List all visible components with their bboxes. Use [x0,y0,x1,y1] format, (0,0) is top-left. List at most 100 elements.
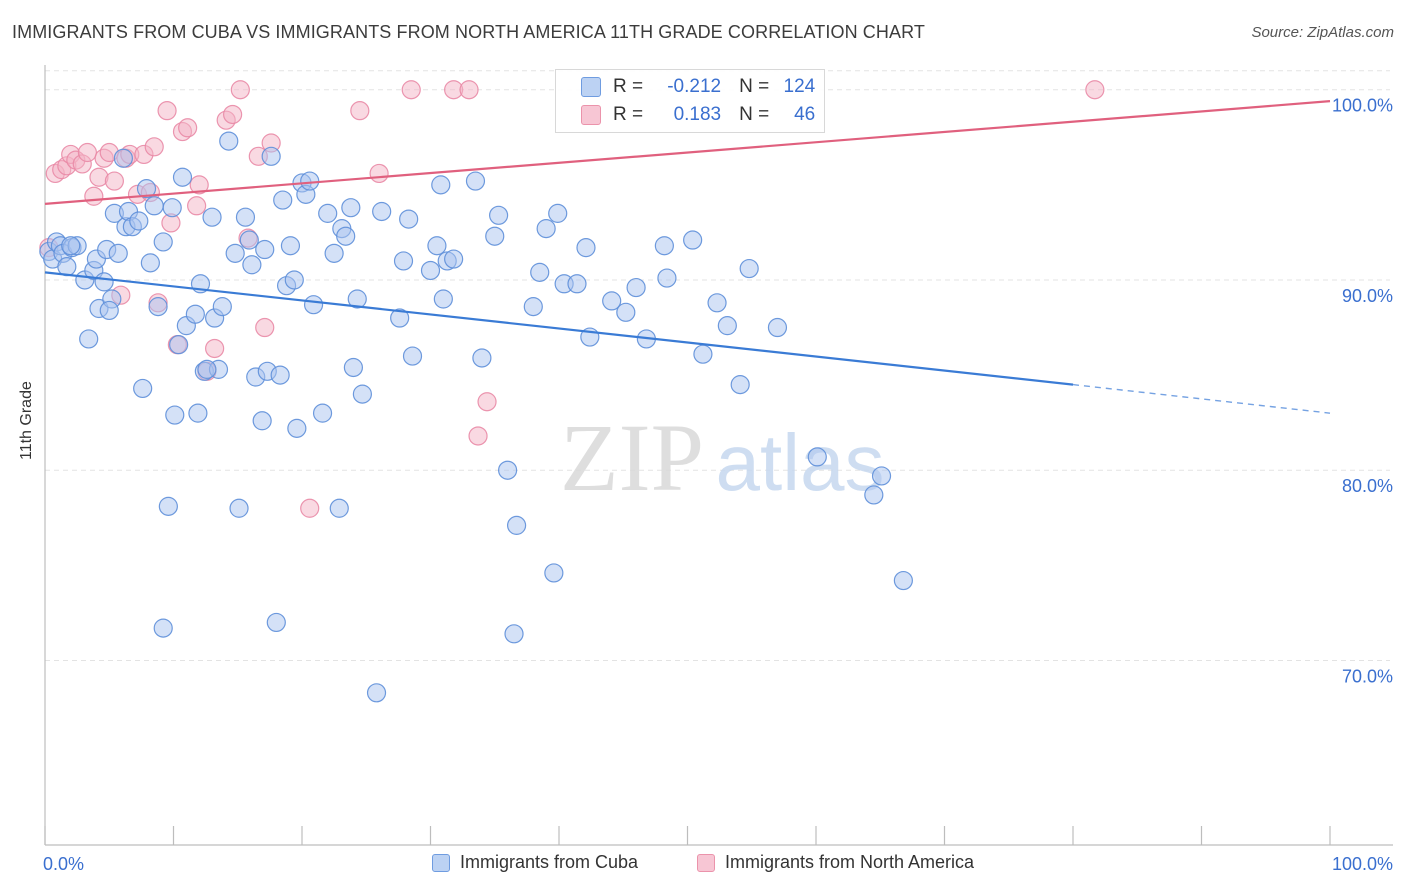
point-cuba [329,498,349,518]
r-label: R = [613,76,644,97]
point-north-america [144,137,164,157]
n-label: N = [739,104,770,125]
point-cuba [235,207,256,227]
point-cuba [261,146,281,166]
y-tick-label: 90.0% [1342,286,1393,306]
point-north-america [189,175,209,195]
source-label: Source: ZipAtlas.com [1251,24,1394,41]
point-cuba [576,238,596,258]
point-cuba [280,236,301,256]
trendline-cuba [44,271,1074,386]
point-cuba [485,226,505,246]
point-north-america [369,163,389,184]
point-cuba [185,304,205,324]
point-cuba [548,203,568,223]
x-tick-label-min: 0.0% [43,854,84,874]
point-cuba [312,403,333,423]
tick-labels: 70.0% 80.0% 90.0% 100.0% 0.0% 100.0% [43,96,1393,874]
point-north-america [468,426,488,446]
point-north-america [1085,80,1105,100]
point-cuba [347,289,367,309]
point-cuba [465,171,486,191]
point-cuba [303,295,324,315]
n-value-cuba: 124 [783,76,816,97]
point-cuba [79,329,99,349]
point-north-america [84,186,104,206]
point-cuba [602,291,622,311]
point-north-america [255,317,275,338]
point-cuba [431,175,451,195]
point-cuba [61,236,81,256]
point-cuba [188,403,208,423]
point-cuba [266,612,286,633]
point-north-america [350,101,370,121]
point-north-america [459,80,479,100]
n-label: N = [739,76,770,97]
axes [44,65,1393,846]
watermark: ZIP atlas [560,404,884,511]
point-cuba [626,277,646,298]
point-cuba [767,317,788,338]
point-cuba [366,683,387,703]
point-cuba [300,171,320,191]
point-cuba [343,357,363,378]
cuba-swatch-icon [581,77,601,97]
point-cuba [420,260,441,281]
trendlines [44,100,1331,414]
point-cuba [506,515,527,535]
point-cuba [402,346,423,366]
point-cuba [99,300,119,321]
point-cuba [255,239,275,260]
north-america-swatch-icon [581,105,601,125]
point-cuba [225,243,245,263]
legend-label-cuba: Immigrants from Cuba [460,852,639,872]
point-cuba [284,270,304,290]
point-cuba [136,179,157,199]
point-cuba [270,365,290,385]
point-cuba [654,236,674,256]
point-cuba [202,207,222,227]
point-cuba [172,167,193,187]
point-cuba [739,258,759,279]
point-cuba [399,209,419,229]
y-tick-label: 80.0% [1342,476,1393,496]
point-cuba [523,297,543,317]
point-cuba [544,563,564,583]
point-north-america [300,498,320,518]
legend: Immigrants from Cuba Immigrants from Nor… [0,852,1406,878]
y-tick-label: 100.0% [1332,96,1393,116]
point-cuba [108,243,128,263]
point-cuba [530,262,550,282]
point-cuba [341,198,361,218]
cuba-legend-icon [432,853,450,872]
point-cuba [433,289,453,309]
point-north-america [401,80,421,100]
point-cuba [212,297,232,317]
point-cuba [162,198,182,218]
point-cuba [567,274,587,294]
point-cuba [616,302,636,322]
point-cuba [242,255,262,275]
north-america-legend-icon [697,853,715,872]
point-cuba [153,232,173,252]
point-cuba [871,466,892,486]
point-cuba [273,190,293,210]
n-value-north-america: 46 [794,104,816,125]
point-north-america [205,338,225,359]
data-points [39,80,1105,703]
stats-row-cuba: R = -0.212 N = 124 [556,73,815,101]
point-north-america [77,142,98,163]
point-cuba [472,348,492,368]
point-cuba [153,618,173,638]
point-cuba [165,405,185,425]
watermark-atlas: atlas [716,418,885,507]
point-cuba [140,253,160,273]
point-cuba [807,447,827,467]
point-cuba [239,230,259,250]
legend-item-north-america: Immigrants from North America [697,852,974,873]
point-north-america [187,196,207,216]
point-north-america [157,101,177,121]
watermark-zip: ZIP [560,404,704,511]
point-cuba [504,624,524,644]
point-cuba [169,335,189,355]
